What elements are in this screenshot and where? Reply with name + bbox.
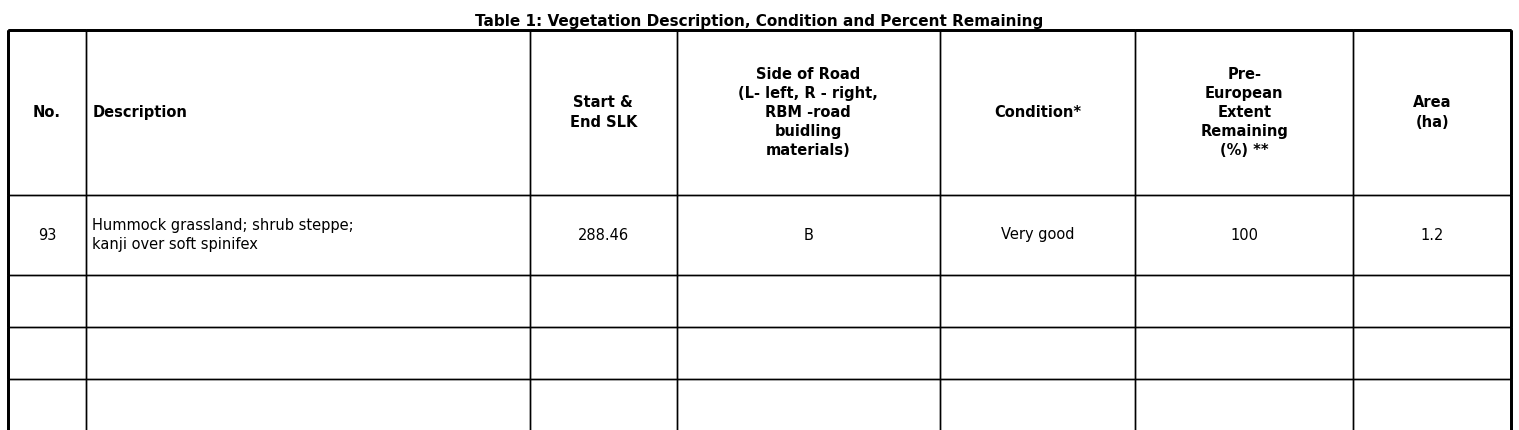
Text: Start &
End SLK: Start & End SLK	[570, 95, 636, 129]
Text: Table 1: Vegetation Description, Condition and Percent Remaining: Table 1: Vegetation Description, Conditi…	[475, 14, 1044, 29]
Text: Very good: Very good	[1001, 227, 1074, 243]
Text: 288.46: 288.46	[577, 227, 629, 243]
Text: Description: Description	[93, 105, 187, 120]
Text: Area
(ha): Area (ha)	[1413, 95, 1451, 129]
Text: Pre-
European
Extent
Remaining
(%) **: Pre- European Extent Remaining (%) **	[1200, 67, 1288, 158]
Text: B: B	[804, 227, 813, 243]
Text: Side of Road
(L- left, R - right,
RBM -road
buidling
materials): Side of Road (L- left, R - right, RBM -r…	[738, 67, 878, 158]
Text: Condition*: Condition*	[993, 105, 1082, 120]
Text: 1.2: 1.2	[1420, 227, 1443, 243]
Text: No.: No.	[33, 105, 61, 120]
Text: 100: 100	[1230, 227, 1258, 243]
Text: Hummock grassland; shrub steppe;
kanji over soft spinifex: Hummock grassland; shrub steppe; kanji o…	[93, 218, 354, 252]
Text: 93: 93	[38, 227, 56, 243]
